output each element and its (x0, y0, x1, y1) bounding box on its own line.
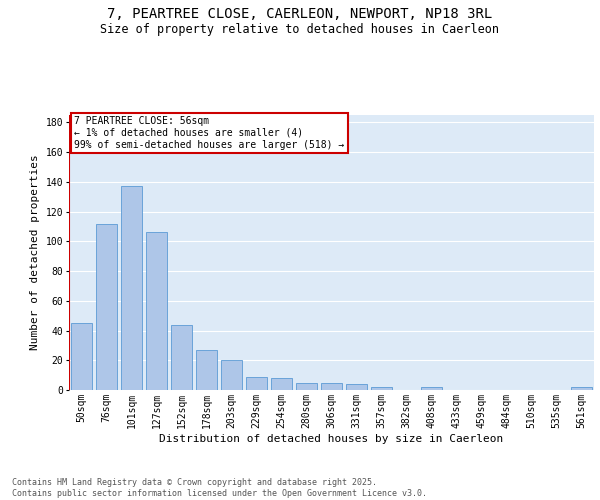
Bar (71, 323, 92, 390)
Bar (371, 387, 392, 390)
Bar (271, 378, 292, 390)
Bar (296, 382, 317, 390)
Bar (96, 224, 117, 390)
Bar (321, 382, 342, 390)
Bar (571, 387, 592, 390)
Text: Size of property relative to detached houses in Caerleon: Size of property relative to detached ho… (101, 22, 499, 36)
Y-axis label: Number of detached properties: Number of detached properties (30, 154, 40, 350)
Bar (196, 350, 217, 390)
Bar (121, 186, 142, 390)
Bar (421, 387, 442, 390)
Bar (346, 384, 367, 390)
Bar (171, 324, 192, 390)
Text: Contains HM Land Registry data © Crown copyright and database right 2025.
Contai: Contains HM Land Registry data © Crown c… (12, 478, 427, 498)
Text: 7 PEARTREE CLOSE: 56sqm
← 1% of detached houses are smaller (4)
99% of semi-deta: 7 PEARTREE CLOSE: 56sqm ← 1% of detached… (74, 116, 344, 150)
Text: 7, PEARTREE CLOSE, CAERLEON, NEWPORT, NP18 3RL: 7, PEARTREE CLOSE, CAERLEON, NEWPORT, NP… (107, 8, 493, 22)
Bar (221, 360, 242, 390)
Bar (146, 232, 167, 390)
X-axis label: Distribution of detached houses by size in Caerleon: Distribution of detached houses by size … (160, 434, 503, 444)
Bar (246, 376, 267, 390)
